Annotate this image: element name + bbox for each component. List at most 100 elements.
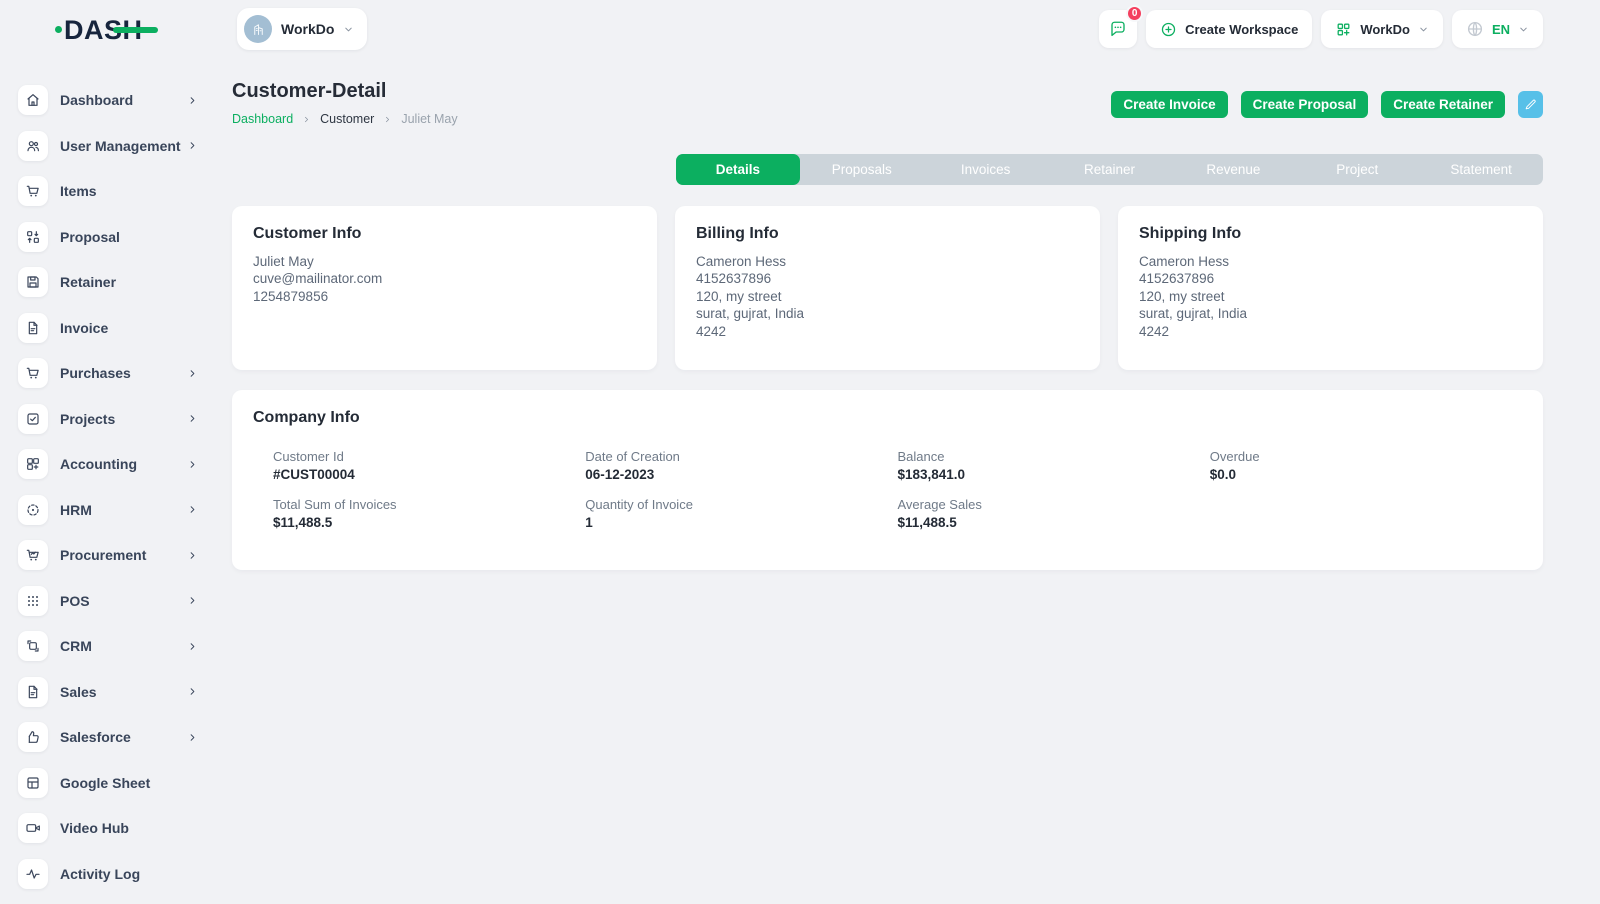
sidebar-item-label: Salesforce: [60, 729, 131, 745]
sidebar-item-hrm[interactable]: HRM: [18, 494, 198, 525]
sidebar-item-label: Proposal: [60, 228, 120, 245]
tab-project[interactable]: Project: [1336, 162, 1379, 177]
sidebar-item-sales[interactable]: Sales: [18, 676, 198, 707]
main-content: Customer-Detail Dashboard Customer Julie…: [212, 58, 1600, 570]
field-overdue: Overdue $0.0: [1209, 449, 1260, 482]
field-customer-id: Customer Id #CUST00004: [273, 449, 355, 482]
chevron-down-icon: [1418, 24, 1429, 35]
language-selector[interactable]: EN: [1451, 10, 1543, 48]
field-total-sum-of-invoices: Total Sum of Invoices $11,488.5: [273, 497, 397, 530]
sidebar-item-dashboard[interactable]: Dashboard: [18, 85, 198, 115]
sidebar-item-purchases[interactable]: Purchases: [18, 358, 198, 388]
billing-city: surat, gujrat, India: [696, 306, 805, 322]
sidebar-item-label: Dashboard: [60, 92, 134, 108]
tab-invoices[interactable]: Invoices: [960, 162, 1011, 177]
sidebar-item-retainer[interactable]: Retainer: [18, 267, 198, 297]
grid-plus-icon: [1335, 21, 1352, 38]
tab-revenue[interactable]: Revenue: [1206, 162, 1261, 177]
messages-badge: 0: [1126, 5, 1144, 22]
sidebar-item-crm[interactable]: CRM: [18, 631, 198, 661]
sidebar-item-pos[interactable]: POS: [18, 585, 198, 616]
workspace-selector[interactable]: WorkDo: [237, 8, 368, 50]
sidebar-item-invoice[interactable]: Invoice: [18, 312, 198, 343]
topbar-right: 0 Create Workspace WorkDo EN: [1099, 5, 1543, 48]
chevron-right-icon: [187, 595, 198, 606]
users-icon: [18, 130, 48, 161]
edit-customer-button[interactable]: [1518, 91, 1543, 118]
activity-icon: [18, 858, 48, 889]
card-title: Shipping Info: [1139, 225, 1242, 242]
tab-details[interactable]: Details: [676, 154, 800, 185]
chevron-down-icon: [343, 24, 354, 35]
shipping-name: Cameron Hess: [1139, 254, 1230, 269]
sidebar-item-salesforce[interactable]: Salesforce: [18, 722, 198, 752]
field-date-of-creation: Date of Creation 06-12-2023: [585, 449, 680, 482]
create-proposal-button[interactable]: Create Proposal: [1240, 91, 1369, 118]
tab-retainer[interactable]: Retainer: [1083, 162, 1136, 177]
invoice-icon: [18, 312, 48, 343]
sidebar-item-label: CRM: [60, 638, 92, 654]
sidebar-item-accounting[interactable]: Accounting: [18, 449, 198, 479]
sidebar-item-proposal[interactable]: Proposal: [18, 221, 198, 252]
pos-icon: [18, 585, 48, 616]
chevron-right-icon: [187, 641, 198, 652]
billing-info-card: Billing Info Cameron Hess 4152637896 120…: [675, 206, 1100, 370]
customer-email: cuve@mailinator.com: [253, 271, 383, 287]
workdo-menu-button[interactable]: WorkDo: [1321, 10, 1443, 48]
customer-phone: 1254879856: [253, 288, 329, 304]
sidebar-item-video-hub[interactable]: Video Hub: [18, 813, 198, 843]
sidebar-item-items[interactable]: Items: [18, 176, 198, 206]
tab-proposals[interactable]: Proposals: [831, 162, 892, 177]
chevron-right-icon: [302, 115, 311, 124]
video-icon: [18, 813, 48, 843]
sidebar-item-procurement[interactable]: Procurement: [18, 540, 198, 570]
dash-logo[interactable]: DASH: [55, 11, 159, 47]
billing-name: Cameron Hess: [696, 254, 787, 269]
chevron-right-icon: [187, 732, 198, 743]
billing-zip: 4242: [696, 323, 727, 339]
sheet-icon: [18, 767, 48, 798]
create-invoice-button[interactable]: Create Invoice: [1111, 91, 1228, 118]
card-title: Billing Info: [696, 225, 779, 242]
sidebar-item-google-sheet[interactable]: Google Sheet: [18, 767, 198, 798]
chevron-down-icon: [1518, 24, 1529, 35]
sidebar-item-projects[interactable]: Projects: [18, 403, 198, 434]
sidebar-item-activity-log[interactable]: Activity Log: [18, 858, 198, 889]
sidebar-item-label: Video Hub: [60, 820, 129, 836]
sidebar-item-label: Items: [60, 183, 97, 199]
create-workspace-button[interactable]: Create Workspace: [1146, 10, 1313, 48]
workspace-avatar: [244, 15, 272, 43]
field-quantity-of-invoice: Quantity of Invoice 1: [585, 497, 693, 530]
chevron-right-icon: [187, 413, 198, 424]
chevron-right-icon: [187, 504, 198, 515]
sidebar-item-label: Procurement: [60, 547, 147, 563]
breadcrumb: Dashboard Customer Juliet May: [232, 112, 458, 126]
sidebar-item-label: HRM: [60, 501, 92, 518]
create-workspace-label: Create Workspace: [1185, 21, 1299, 37]
sidebar-item-user-management[interactable]: User Management: [18, 130, 198, 161]
thumbs-up-icon: [18, 722, 48, 752]
breadcrumb-customer[interactable]: Customer: [320, 112, 375, 126]
create-retainer-button[interactable]: Create Retainer: [1381, 91, 1505, 118]
header-actions: Create Invoice Create Proposal Create Re…: [1111, 91, 1543, 118]
sidebar-item-label: Activity Log: [60, 865, 141, 882]
breadcrumb-dashboard[interactable]: Dashboard: [232, 112, 294, 126]
sidebar-item-label: Retainer: [60, 274, 117, 290]
customer-detail-tabs: Details Proposals Invoices Retainer Reve…: [676, 154, 1543, 185]
shipping-phone: 4152637896: [1139, 271, 1215, 287]
building-icon: [254, 24, 262, 34]
chevron-right-icon: [187, 140, 198, 151]
breadcrumb-current: Juliet May: [401, 112, 458, 126]
field-empty: [1210, 497, 1522, 530]
workspace-name: WorkDo: [281, 21, 335, 37]
messages-button[interactable]: 0: [1099, 5, 1144, 48]
home-icon: [18, 85, 48, 115]
shipping-info-card: Shipping Info Cameron Hess 4152637896 12…: [1118, 206, 1543, 370]
crm-icon: [18, 631, 48, 661]
accounting-icon: [18, 449, 48, 479]
hrm-icon: [18, 494, 48, 525]
sales-icon: [18, 676, 48, 707]
retainer-icon: [18, 267, 48, 297]
tab-statement[interactable]: Statement: [1450, 162, 1512, 177]
pencil-icon: [1524, 98, 1537, 111]
